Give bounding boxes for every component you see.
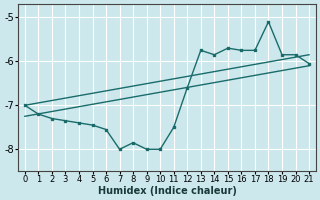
X-axis label: Humidex (Indice chaleur): Humidex (Indice chaleur) — [98, 186, 236, 196]
